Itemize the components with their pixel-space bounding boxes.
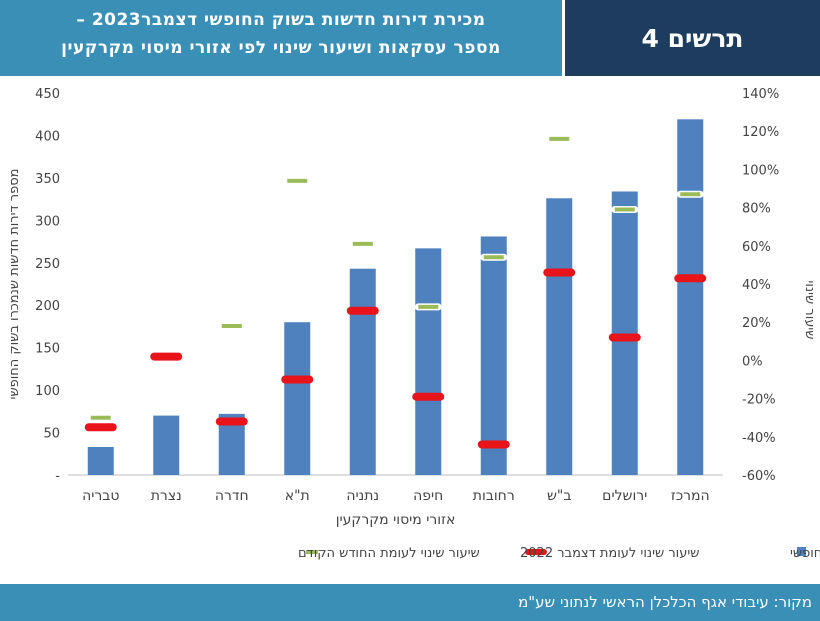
left-axis-tick-label: 250 xyxy=(35,257,60,272)
category-label-7: חדרה xyxy=(215,488,249,504)
left-axis-tick-label: 150 xyxy=(35,342,60,357)
left-axis-tick-label: 300 xyxy=(35,214,60,229)
left-axis-tick-label: - xyxy=(55,469,60,484)
category-label-6: ת"א xyxy=(285,488,310,504)
source-footer: מקור: עיבודי אגף הכלכלן הראשי לנתוני שע"… xyxy=(0,584,820,621)
chart-title-line-2: מספר עסקאות ושיעור שינוי לפי אזורי מיסוי… xyxy=(61,38,501,58)
chart-title-line-1: מכירת דירות חדשות בשוק החופשי דצמבר2023 … xyxy=(76,10,486,30)
category-label-3: רחובות xyxy=(473,488,515,504)
right-axis-tick-label: 60% xyxy=(742,240,771,255)
chart-title-banner: מכירת דירות חדשות בשוק החופשי דצמבר2023 … xyxy=(0,0,562,76)
legend-swatch-bars xyxy=(797,547,806,556)
legend-label-bars: מספר דירות חדשות שנרכשו בשוק החופשי xyxy=(790,546,820,561)
chart: - 50 100 150 200 250 300 350 400 450 -60% -40% -20% 0… xyxy=(7,87,820,561)
right-axis-tick-label: -60% xyxy=(742,469,776,484)
left-axis-tick-label: 450 xyxy=(35,87,60,102)
category-label-1: ירושלים xyxy=(602,488,647,504)
category-label-9: טבריה xyxy=(82,488,119,504)
right-axis-tick-label: -20% xyxy=(742,393,776,408)
x-axis-title: אזורי מיסוי מקרקעין xyxy=(336,512,456,528)
category-label-8: נצרת xyxy=(151,488,182,504)
category-label-5: נתניה xyxy=(346,488,379,504)
bar-2 xyxy=(546,198,573,476)
legend-label-prev-month: שיעור שינוי לעומת החודש הקודם xyxy=(298,546,480,561)
category-label-4: חיפה xyxy=(413,488,443,504)
bar-3 xyxy=(480,236,507,475)
left-axis-tick-label: 50 xyxy=(43,427,60,442)
left-axis-tick-label: 400 xyxy=(35,129,60,144)
right-axis-tick-label: 140% xyxy=(742,87,779,102)
bar-8 xyxy=(153,415,180,475)
legend-label-dec2022: שיעור שינוי לעומת דצמבר 2022 xyxy=(520,546,699,561)
bar-4 xyxy=(415,248,442,475)
bar-0 xyxy=(677,119,704,475)
left-axis-tick-label: 350 xyxy=(35,172,60,187)
bar-1 xyxy=(611,191,638,475)
bar-9 xyxy=(87,446,114,475)
right-axis-tick-label: 120% xyxy=(742,125,779,140)
bar-5 xyxy=(349,268,376,475)
bar-6 xyxy=(284,322,311,475)
figure-label: תרשים 4 xyxy=(565,0,820,76)
right-y-axis-title: שיעור שינוי xyxy=(802,280,817,339)
category-label-2: ב"ש xyxy=(547,488,571,504)
right-axis-tick-label: 40% xyxy=(742,278,771,293)
right-axis-tick-label: -40% xyxy=(742,431,776,446)
right-axis-tick-label: 20% xyxy=(742,316,771,331)
category-label-0: המרכז xyxy=(671,488,710,504)
right-axis-tick-label: 100% xyxy=(742,163,779,178)
source-text: מקור: עיבודי אגף הכלכלן הראשי לנתוני שע"… xyxy=(518,593,812,611)
left-axis-tick-label: 200 xyxy=(35,299,60,314)
left-axis-tick-label: 100 xyxy=(35,384,60,399)
left-y-axis-title: מספר דירות חדשות שנמכרו בשוק החופשי xyxy=(7,169,22,400)
right-axis-tick-label: 80% xyxy=(742,202,771,217)
right-axis-tick-label: 0% xyxy=(742,354,763,369)
